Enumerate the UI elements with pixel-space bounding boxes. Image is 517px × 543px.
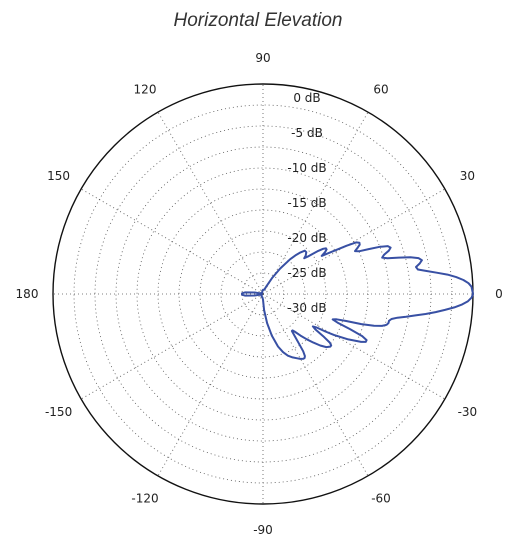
angle-label: -120 [131, 491, 158, 505]
polar-grid [52, 83, 474, 505]
db-label: -5 dB [291, 126, 323, 140]
grid-ring [136, 167, 390, 421]
grid-spoke [157, 111, 264, 295]
grid-spoke [262, 111, 369, 295]
grid-spoke [80, 293, 264, 400]
chart-title: Horizontal Elevation [174, 10, 343, 31]
grid-spoke [157, 293, 264, 477]
db-label: -20 dB [287, 231, 326, 245]
angle-label: 120 [134, 83, 157, 97]
angle-label: -90 [253, 523, 273, 537]
grid-ring [220, 251, 306, 337]
pattern-layer [241, 241, 474, 360]
angle-label: 90 [255, 51, 270, 65]
angle-label: 180 [16, 287, 39, 301]
db-label: -15 dB [287, 196, 326, 210]
db-label: 0 dB [293, 91, 320, 105]
angle-label: -60 [371, 491, 391, 505]
db-label: -25 dB [287, 266, 326, 280]
grid-spoke [262, 188, 446, 295]
angle-label: 60 [373, 83, 388, 97]
grid-ring [115, 146, 411, 442]
grid-ring [199, 230, 327, 358]
angle-label: 150 [47, 169, 70, 183]
angle-label: -150 [45, 405, 72, 419]
angle-label: 0 [495, 287, 503, 301]
grid-spoke [262, 293, 369, 477]
db-label: -30 dB [287, 301, 326, 315]
db-label: -10 dB [287, 161, 326, 175]
grid-spoke [262, 293, 446, 400]
label-layer: 0 30 60 90 120 150 180 -150 -120 -90 -60 -30 0 dB -5 … [16, 51, 503, 537]
grid-spoke [80, 188, 264, 295]
radiation-pattern-line [241, 241, 474, 360]
angle-label: -30 [458, 405, 478, 419]
angle-label: 30 [460, 169, 475, 183]
